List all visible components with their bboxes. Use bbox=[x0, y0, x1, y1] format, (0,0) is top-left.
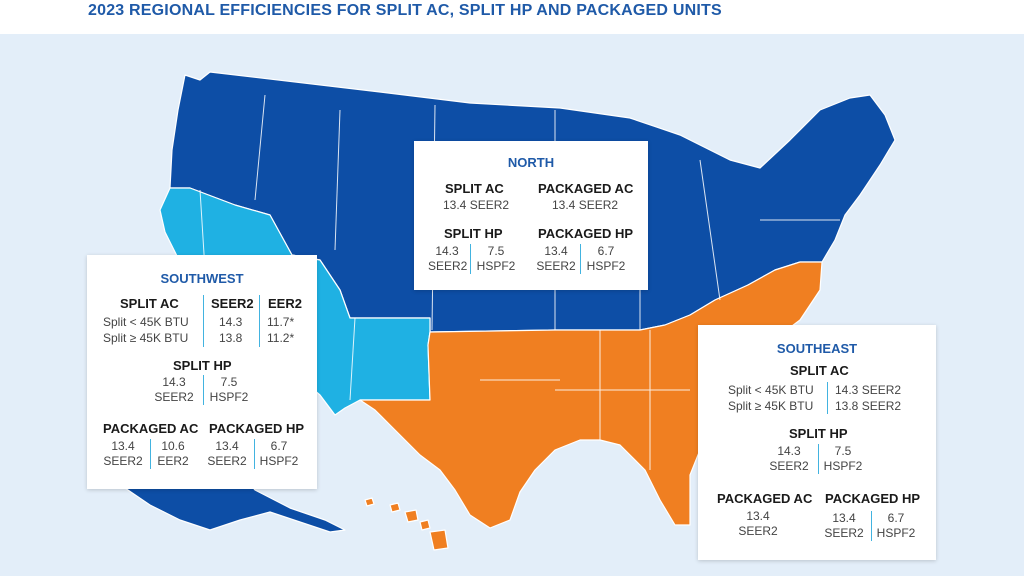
southeast-split-hp-seer2: 14.3 SEER2 bbox=[769, 444, 809, 473]
page-title: 2023 REGIONAL EFFICIENCIES FOR SPLIT AC,… bbox=[88, 2, 722, 19]
southwest-split-ac-label: SPLIT AC bbox=[120, 296, 179, 311]
southwest-seer2-header: SEER2 bbox=[211, 296, 254, 311]
north-split-ac-value: 13.4 SEER2 bbox=[443, 198, 510, 212]
divider bbox=[470, 244, 471, 274]
southwest-eer2-header: EER2 bbox=[268, 296, 302, 311]
north-packaged-hp-hspf2: 6.7 HSPF2 bbox=[586, 244, 626, 273]
southwest-row-2-seer2: 13.8 bbox=[219, 331, 243, 345]
southwest-packaged-ac-label: PACKAGED AC bbox=[103, 421, 199, 436]
southwest-row-1-seer2: 14.3 bbox=[219, 315, 243, 329]
southeast-region-title: SOUTHEAST bbox=[776, 341, 858, 356]
divider bbox=[203, 375, 204, 405]
southwest-region-title: SOUTHWEST bbox=[160, 271, 244, 286]
north-packaged-hp-label: PACKAGED HP bbox=[538, 226, 634, 241]
southwest-row-2-eer2: 11.2* bbox=[267, 331, 295, 345]
southeast-split-hp-label: SPLIT HP bbox=[789, 426, 848, 441]
divider bbox=[150, 439, 151, 469]
southwest-packaged-ac-seer2: 13.4 SEER2 bbox=[103, 439, 143, 468]
southeast-packaged-hp-label: PACKAGED HP bbox=[825, 491, 921, 506]
southwest-packaged-hp-hspf2: 6.7 HSPF2 bbox=[259, 439, 299, 468]
north-split-hp-hspf2: 7.5 HSPF2 bbox=[476, 244, 516, 273]
southeast-row-1-name: Split < 45K BTU bbox=[728, 383, 814, 397]
southwest-split-hp-seer2: 14.3 SEER2 bbox=[154, 375, 194, 404]
southeast-packaged-hp-seer2: 13.4 SEER2 bbox=[824, 511, 864, 540]
divider bbox=[203, 295, 204, 347]
southeast-packaged-ac-seer2: 13.4 SEER2 bbox=[738, 509, 778, 538]
southwest-split-hp-label: SPLIT HP bbox=[173, 358, 232, 373]
southeast-split-ac-label: SPLIT AC bbox=[790, 363, 849, 378]
southwest-packaged-hp-seer2: 13.4 SEER2 bbox=[207, 439, 247, 468]
divider bbox=[827, 382, 828, 414]
north-card: NORTH SPLIT AC 13.4 SEER2 PACKAGED AC 13… bbox=[414, 141, 648, 290]
north-split-hp-label: SPLIT HP bbox=[444, 226, 503, 241]
divider bbox=[818, 444, 819, 474]
southeast-packaged-hp-hspf2: 6.7 HSPF2 bbox=[876, 511, 916, 540]
divider bbox=[259, 295, 260, 347]
southwest-row-2-name: Split ≥ 45K BTU bbox=[103, 331, 189, 345]
divider bbox=[580, 244, 581, 274]
north-region-title: NORTH bbox=[507, 155, 555, 170]
southeast-row-1-value: 14.3 SEER2 bbox=[835, 383, 902, 397]
southeast-card: SOUTHEAST SPLIT AC Split < 45K BTU Split… bbox=[698, 325, 936, 560]
north-packaged-ac-value: 13.4 SEER2 bbox=[552, 198, 619, 212]
southwest-split-hp-hspf2: 7.5 HSPF2 bbox=[209, 375, 249, 404]
southwest-packaged-ac-eer2: 10.6 EER2 bbox=[157, 439, 189, 468]
hawaii-islands bbox=[364, 497, 449, 551]
southwest-packaged-hp-label: PACKAGED HP bbox=[209, 421, 305, 436]
southeast-packaged-ac-label: PACKAGED AC bbox=[717, 491, 813, 506]
divider bbox=[254, 439, 255, 469]
north-split-hp-seer2: 14.3 SEER2 bbox=[428, 244, 468, 273]
southwest-card: SOUTHWEST SPLIT AC SEER2 EER2 Split < 45… bbox=[87, 255, 317, 489]
divider bbox=[871, 511, 872, 541]
north-packaged-ac-label: PACKAGED AC bbox=[538, 181, 634, 196]
southwest-row-1-eer2: 11.7* bbox=[267, 315, 295, 329]
southeast-split-hp-hspf2: 7.5 HSPF2 bbox=[823, 444, 863, 473]
southwest-row-1-name: Split < 45K BTU bbox=[103, 315, 189, 329]
north-split-ac-label: SPLIT AC bbox=[445, 181, 504, 196]
southeast-row-2-name: Split ≥ 45K BTU bbox=[728, 399, 814, 413]
north-packaged-hp-seer2: 13.4 SEER2 bbox=[536, 244, 576, 273]
header: 2023 REGIONAL EFFICIENCIES FOR SPLIT AC,… bbox=[0, 0, 1024, 34]
southeast-row-2-value: 13.8 SEER2 bbox=[835, 399, 902, 413]
